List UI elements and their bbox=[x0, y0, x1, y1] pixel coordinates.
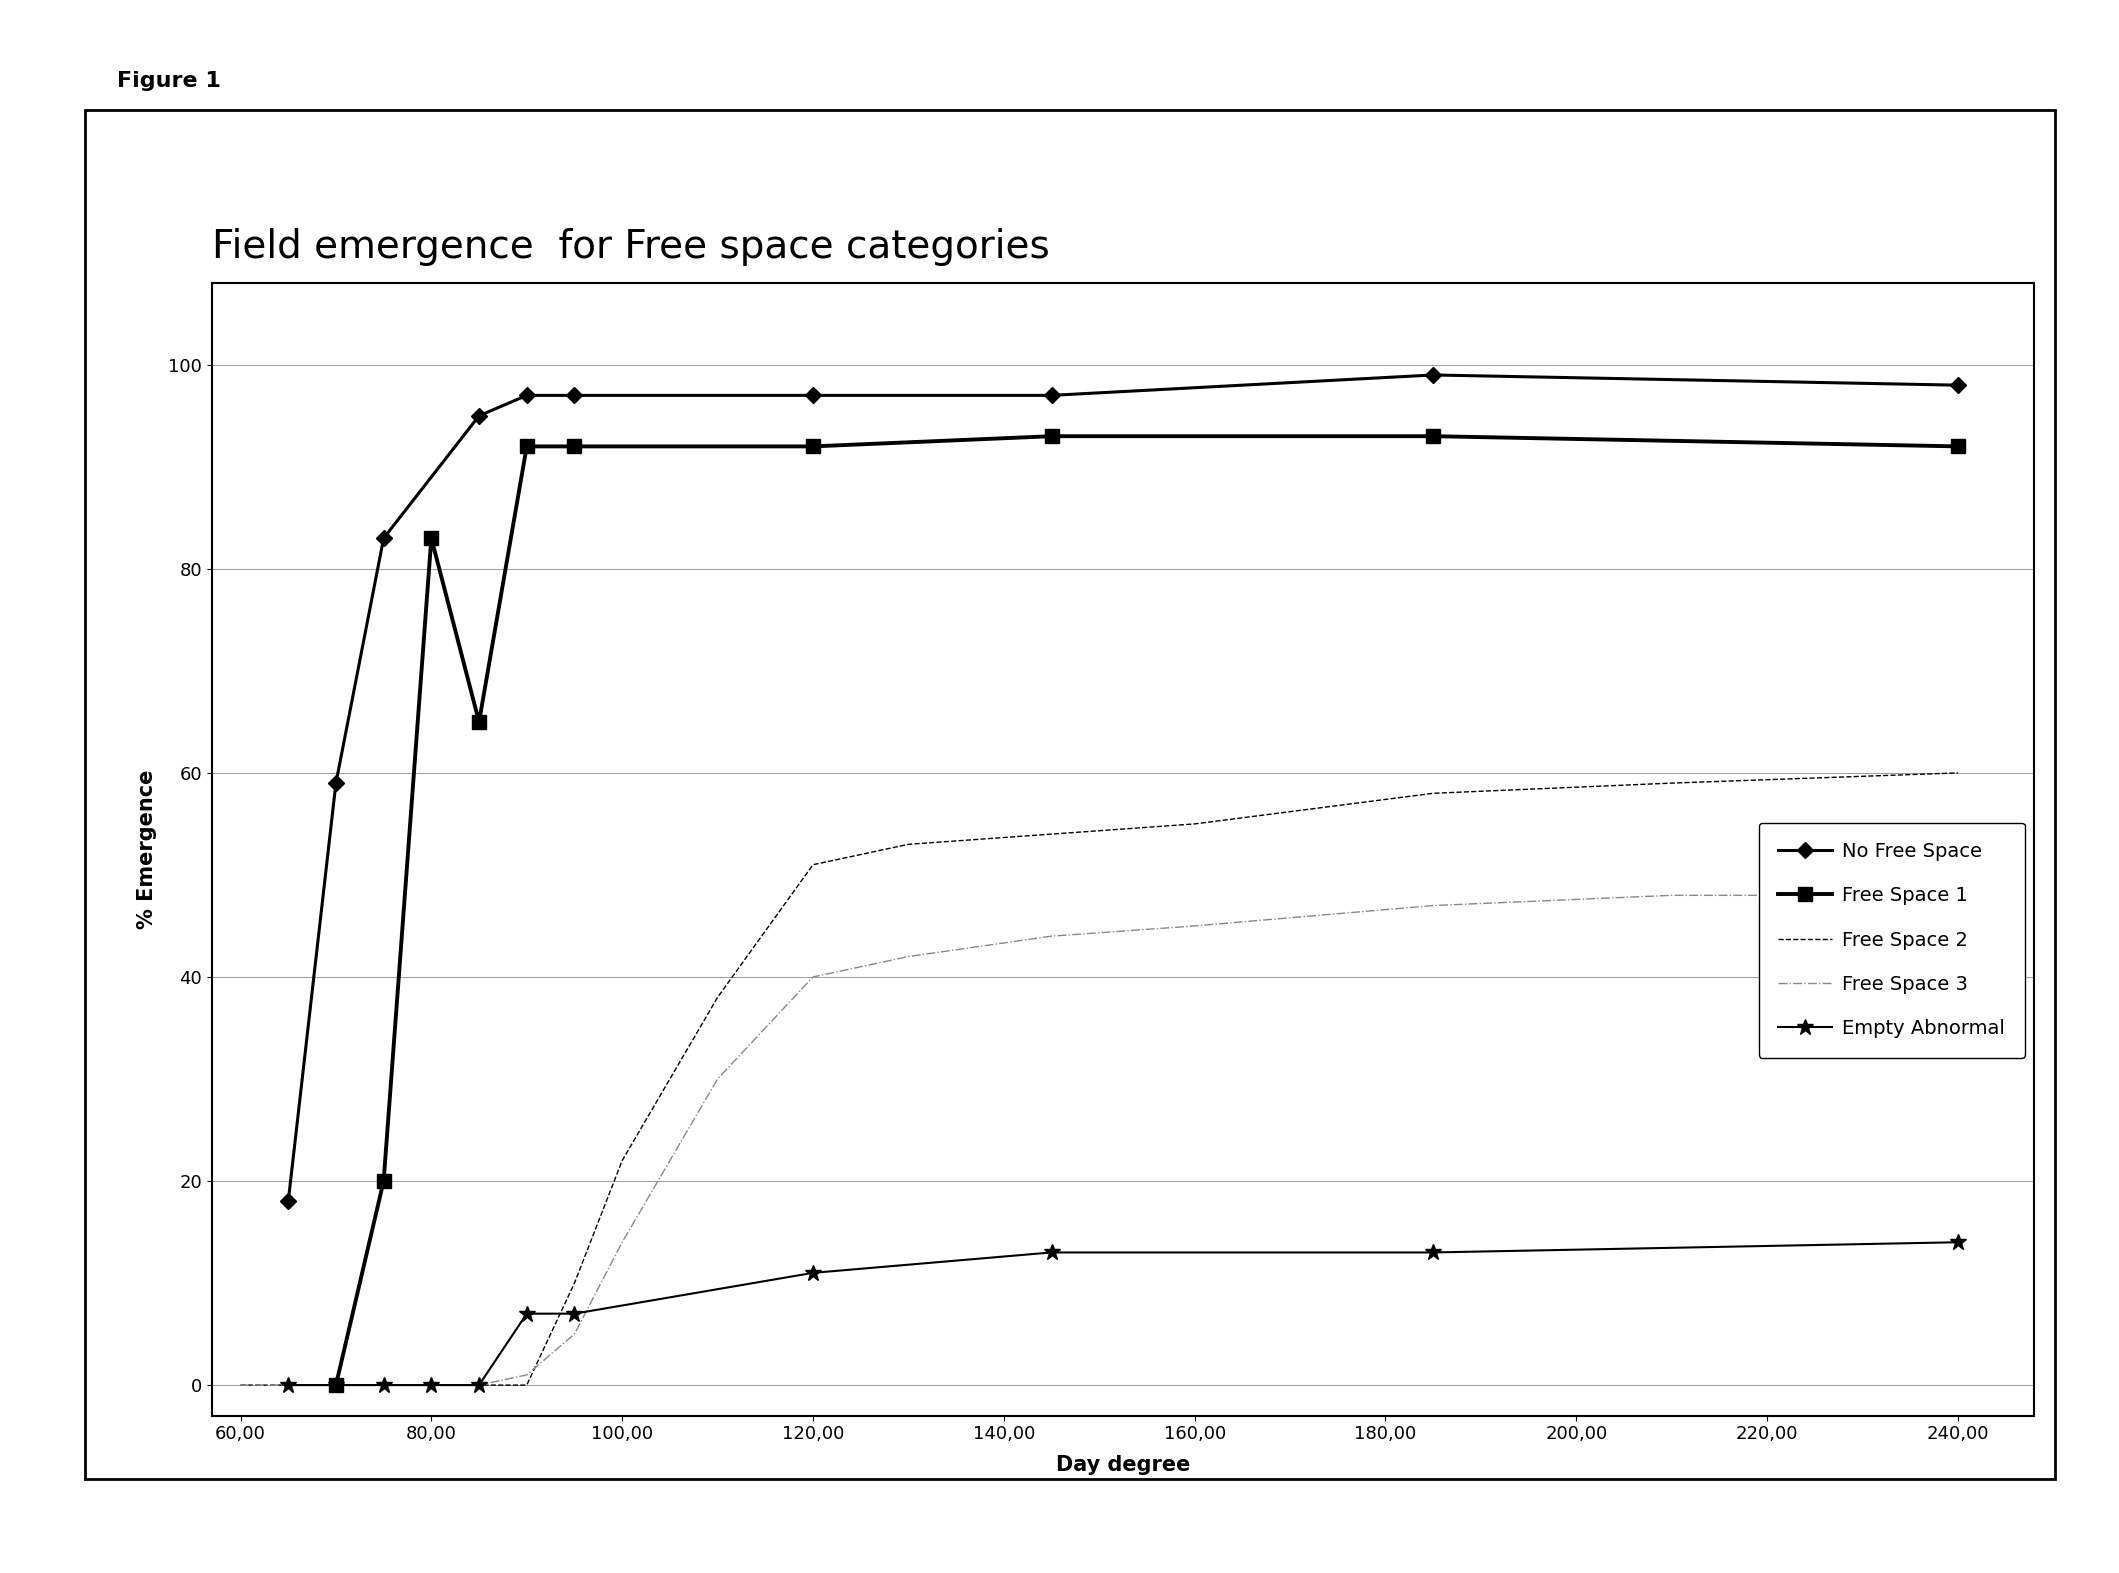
Empty Abnormal bbox=[1038, 1243, 1064, 1262]
Empty Abnormal bbox=[562, 1304, 587, 1323]
Free Space 2 bbox=[801, 856, 826, 875]
Free Space 3 bbox=[896, 947, 922, 966]
Legend: No Free Space, Free Space 1, Free Space 2, Free Space 3, Empty Abnormal: No Free Space, Free Space 1, Free Space … bbox=[1759, 823, 2024, 1057]
Line: Free Space 3: Free Space 3 bbox=[242, 895, 1958, 1386]
Free Space 3 bbox=[801, 967, 826, 986]
Free Space 3 bbox=[515, 1365, 540, 1384]
No Free Space bbox=[275, 1192, 301, 1211]
No Free Space bbox=[371, 529, 396, 547]
Free Space 2 bbox=[610, 1151, 636, 1170]
Free Space 1 bbox=[1038, 426, 1064, 445]
Empty Abnormal bbox=[371, 1376, 396, 1395]
Free Space 2 bbox=[1038, 824, 1064, 843]
Free Space 3 bbox=[562, 1324, 587, 1343]
Empty Abnormal bbox=[466, 1376, 492, 1395]
Free Space 3 bbox=[1182, 917, 1208, 936]
Free Space 3 bbox=[706, 1070, 731, 1089]
Empty Abnormal bbox=[1420, 1243, 1445, 1262]
Free Space 1 bbox=[324, 1376, 350, 1395]
X-axis label: Day degree: Day degree bbox=[1055, 1455, 1191, 1474]
Free Space 2 bbox=[562, 1274, 587, 1293]
Empty Abnormal bbox=[1945, 1233, 1971, 1252]
Free Space 3 bbox=[324, 1376, 350, 1395]
Free Space 1 bbox=[466, 713, 492, 731]
Free Space 1 bbox=[801, 437, 826, 456]
Free Space 1 bbox=[1945, 437, 1971, 456]
Free Space 3 bbox=[275, 1376, 301, 1395]
Free Space 2 bbox=[896, 835, 922, 854]
Empty Abnormal bbox=[801, 1263, 826, 1282]
No Free Space bbox=[324, 774, 350, 793]
Free Space 3 bbox=[229, 1376, 254, 1395]
No Free Space bbox=[1038, 385, 1064, 404]
No Free Space bbox=[466, 406, 492, 425]
Free Space 2 bbox=[1659, 774, 1685, 793]
Free Space 1 bbox=[371, 1172, 396, 1191]
No Free Space bbox=[1420, 365, 1445, 384]
Text: Field emergence  for Free space categories: Field emergence for Free space categorie… bbox=[212, 228, 1049, 266]
Free Space 3 bbox=[1420, 897, 1445, 915]
No Free Space bbox=[515, 385, 540, 404]
Free Space 1 bbox=[1420, 426, 1445, 445]
Free Space 3 bbox=[371, 1376, 396, 1395]
No Free Space bbox=[1945, 376, 1971, 395]
No Free Space bbox=[801, 385, 826, 404]
Line: Empty Abnormal: Empty Abnormal bbox=[280, 1233, 1966, 1394]
Free Space 2 bbox=[1182, 815, 1208, 834]
Empty Abnormal bbox=[420, 1376, 445, 1395]
Free Space 2 bbox=[275, 1376, 301, 1395]
Free Space 3 bbox=[420, 1376, 445, 1395]
Free Space 1 bbox=[420, 529, 445, 547]
Free Space 3 bbox=[610, 1233, 636, 1252]
Empty Abnormal bbox=[275, 1376, 301, 1395]
Free Space 2 bbox=[229, 1376, 254, 1395]
Free Space 1 bbox=[562, 437, 587, 456]
No Free Space bbox=[562, 385, 587, 404]
Empty Abnormal bbox=[324, 1376, 350, 1395]
Free Space 3 bbox=[1659, 886, 1685, 904]
Free Space 3 bbox=[1038, 926, 1064, 945]
Empty Abnormal bbox=[515, 1304, 540, 1323]
Free Space 2 bbox=[515, 1376, 540, 1395]
Free Space 3 bbox=[466, 1376, 492, 1395]
Line: No Free Space: No Free Space bbox=[282, 370, 1964, 1206]
Free Space 2 bbox=[420, 1376, 445, 1395]
Free Space 2 bbox=[1945, 763, 1971, 782]
Free Space 1 bbox=[515, 437, 540, 456]
Free Space 2 bbox=[1420, 783, 1445, 802]
Free Space 2 bbox=[371, 1376, 396, 1395]
Free Space 2 bbox=[324, 1376, 350, 1395]
Free Space 2 bbox=[706, 988, 731, 1007]
Free Space 3 bbox=[1945, 886, 1971, 904]
Line: Free Space 1: Free Space 1 bbox=[328, 429, 1964, 1392]
Line: Free Space 2: Free Space 2 bbox=[242, 772, 1958, 1386]
Text: Figure 1: Figure 1 bbox=[117, 71, 220, 91]
Y-axis label: % Emergence: % Emergence bbox=[138, 769, 157, 930]
Free Space 2 bbox=[466, 1376, 492, 1395]
